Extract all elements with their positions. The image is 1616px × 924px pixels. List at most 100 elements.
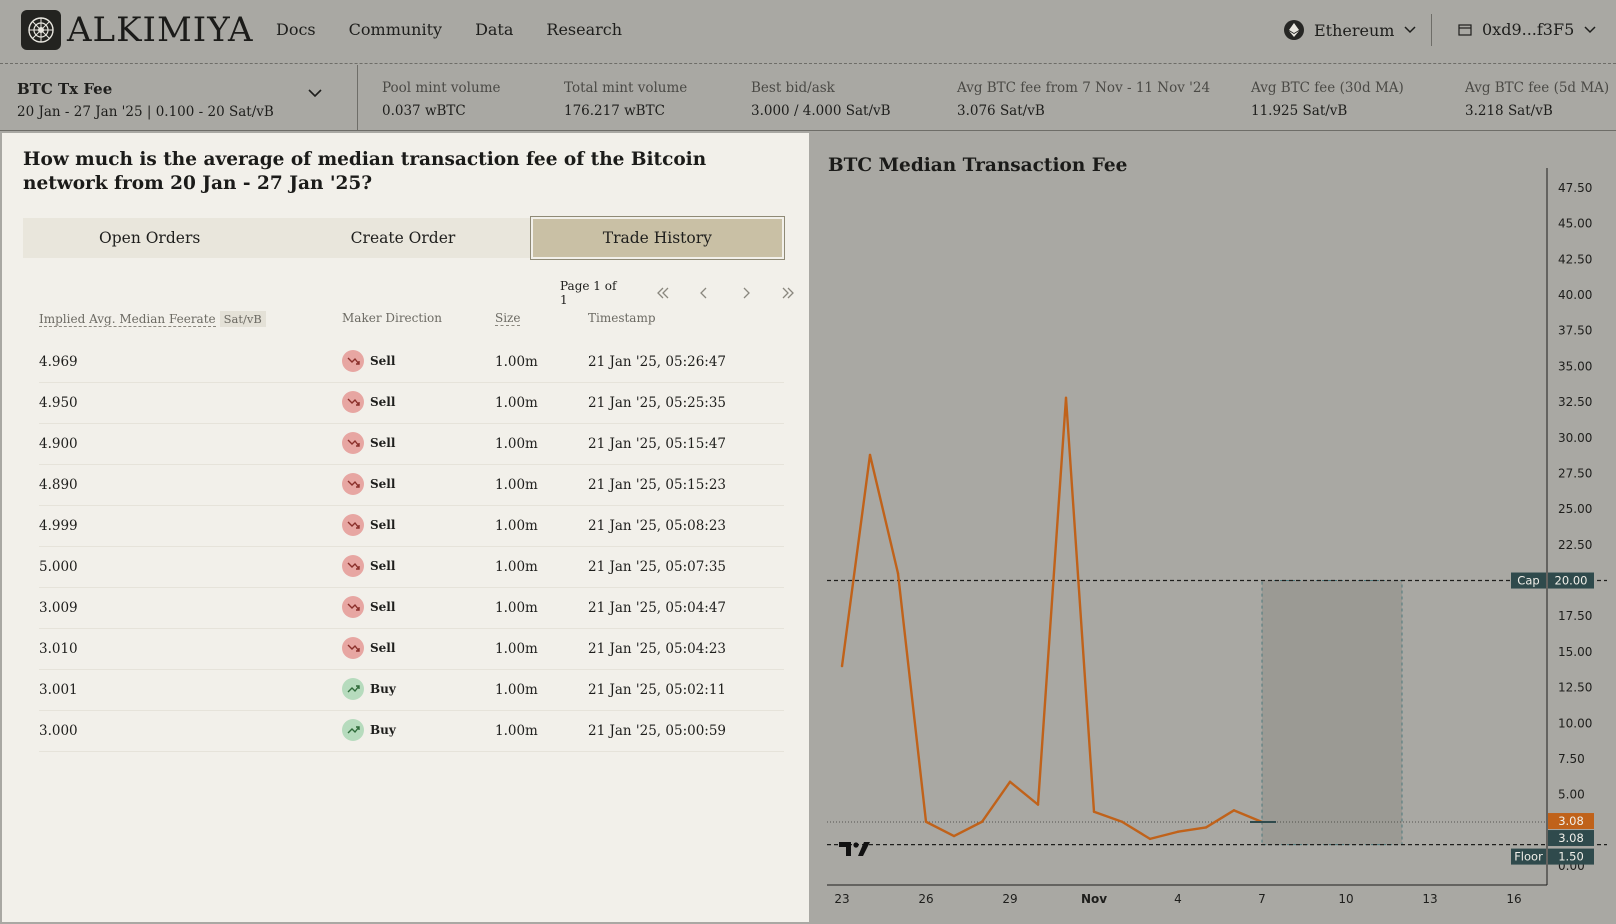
settlement-window (1261, 580, 1403, 846)
cell-direction: Sell (342, 555, 395, 577)
x-tick-label: 4 (1174, 892, 1182, 906)
cell-size: 1.00m (495, 395, 538, 411)
wallet-button[interactable]: 0xd9...f3F5 (1458, 20, 1596, 39)
nav-link-research[interactable]: Research (546, 20, 623, 39)
x-tick-label: 23 (834, 892, 849, 906)
trend-down-icon (342, 637, 364, 659)
table-row: 5.000 Sell 1.00m 21 Jan '25, 05:07:35 (39, 547, 784, 588)
y-tick-label: 45.00 (1558, 217, 1592, 231)
tab-create-order[interactable]: Create Order (350, 229, 456, 247)
header-size[interactable]: Size (495, 311, 521, 326)
table-row: 4.969 Sell 1.00m 21 Jan '25, 05:26:47 (39, 342, 784, 383)
x-tick-label: 16 (1506, 892, 1521, 906)
y-tick-label: 15.00 (1558, 645, 1592, 659)
trend-down-icon (342, 473, 364, 495)
nav-links: Docs Community Data Research (276, 18, 655, 42)
fee-data-point (1008, 780, 1012, 783)
y-tick-label: 12.50 (1558, 681, 1592, 695)
stat-value: 0.037 wBTC (382, 103, 466, 119)
nav-divider (1431, 14, 1432, 46)
stat-label: Pool mint volume (382, 80, 501, 96)
network-selector[interactable]: Ethereum (1284, 20, 1417, 40)
table-row: 3.010 Sell 1.00m 21 Jan '25, 05:04:23 (39, 629, 784, 670)
y-tick-label: 35.00 (1558, 359, 1592, 373)
fee-data-point (896, 572, 900, 575)
direction-label: Sell (370, 641, 396, 655)
y-tick-label: 27.50 (1558, 466, 1592, 480)
last-page-icon[interactable] (767, 283, 809, 303)
nav-link-docs[interactable]: Docs (276, 20, 316, 39)
cell-feerate: 4.950 (39, 395, 78, 411)
y-tick-label: 30.00 (1558, 431, 1592, 445)
cell-feerate: 3.000 (39, 723, 78, 739)
table-row: 3.000 Buy 1.00m 21 Jan '25, 05:00:59 (39, 711, 784, 752)
market-name: BTC Tx Fee (17, 80, 113, 98)
last-price-badge-value: 3.08 (1558, 814, 1584, 828)
brand-logo[interactable]: ALKIMIYA (21, 10, 254, 50)
fee-data-point (1204, 826, 1208, 829)
network-name: Ethereum (1314, 20, 1395, 40)
fee-series-line (840, 396, 1263, 841)
direction-label: Sell (370, 436, 396, 450)
stat-avg-fee-30d: Avg BTC fee (30d MA) 11.925 Sat/vB (1251, 78, 1404, 121)
market-range: 20 Jan - 27 Jan '25 | 0.100 - 20 Sat/vB (17, 104, 274, 120)
direction-label: Sell (370, 354, 396, 368)
stat-avg-fee-window: Avg BTC fee from 7 Nov - 11 Nov '24 3.07… (957, 78, 1210, 121)
header-direction: Maker Direction (342, 311, 442, 325)
fee-data-point (840, 664, 844, 668)
prev-page-icon[interactable] (683, 283, 725, 303)
cell-timestamp: 21 Jan '25, 05:25:35 (588, 395, 727, 411)
table-header: Implied Avg. Median Feerate Sat/vB Maker … (39, 311, 784, 335)
header-feerate-label: Implied Avg. Median Feerate (39, 312, 216, 327)
tab-open-orders[interactable]: Open Orders (99, 229, 201, 247)
cell-size: 1.00m (495, 682, 538, 698)
cell-size: 1.00m (495, 518, 538, 534)
cap-badge-value: 20.00 (1555, 574, 1588, 588)
cell-timestamp: 21 Jan '25, 05:07:35 (588, 559, 727, 575)
x-tick-label: 26 (918, 892, 933, 906)
tradingview-logo-icon[interactable] (839, 842, 870, 856)
y-tick-label: 37.50 (1558, 324, 1592, 338)
cell-timestamp: 21 Jan '25, 05:02:11 (588, 682, 727, 698)
nav-link-data[interactable]: Data (475, 20, 514, 39)
tab-trade-history[interactable]: Trade History (529, 216, 785, 260)
next-page-icon[interactable] (725, 283, 767, 303)
fee-data-point (1064, 396, 1068, 400)
cell-size: 1.00m (495, 354, 538, 370)
cap-badge-bg (1548, 572, 1594, 589)
table-row: 4.950 Sell 1.00m 21 Jan '25, 05:25:35 (39, 383, 784, 424)
y-tick-label: 25.00 (1558, 502, 1592, 516)
market-bar: BTC Tx Fee 20 Jan - 27 Jan '25 | 0.100 -… (0, 65, 1616, 131)
fee-chart[interactable]: 0.005.007.5010.0012.5015.0017.5022.5025.… (811, 133, 1616, 924)
cell-timestamp: 21 Jan '25, 05:26:47 (588, 354, 727, 370)
table-row: 4.999 Sell 1.00m 21 Jan '25, 05:08:23 (39, 506, 784, 547)
trade-panel: How much is the average of median transa… (2, 133, 809, 922)
nav-link-community[interactable]: Community (348, 20, 443, 39)
fee-data-point (1232, 809, 1236, 812)
fee-data-point (952, 834, 956, 838)
fee-data-point (868, 453, 872, 457)
direction-label: Sell (370, 600, 396, 614)
cell-feerate: 3.001 (39, 682, 78, 698)
first-page-icon[interactable] (642, 283, 684, 303)
direction-label: Sell (370, 395, 396, 409)
cell-size: 1.00m (495, 477, 538, 493)
cell-feerate: 4.900 (39, 436, 78, 452)
direction-label: Sell (370, 477, 396, 491)
cell-direction: Buy (342, 678, 396, 700)
market-selector[interactable]: BTC Tx Fee 20 Jan - 27 Jan '25 | 0.100 -… (0, 65, 358, 131)
cell-direction: Sell (342, 473, 395, 495)
order-tabs: Open Orders Create Order Trade History (23, 216, 785, 260)
floor-badge-value: 1.50 (1558, 850, 1584, 864)
stat-value: 176.217 wBTC (564, 103, 665, 119)
x-tick-label: 29 (1002, 892, 1017, 906)
cell-direction: Sell (342, 391, 395, 413)
header-timestamp: Timestamp (588, 311, 656, 325)
stat-avg-fee-5d: Avg BTC fee (5d MA) 3.218 Sat/vB (1465, 78, 1609, 121)
cell-timestamp: 21 Jan '25, 05:08:23 (588, 518, 727, 534)
table-row: 4.890 Sell 1.00m 21 Jan '25, 05:15:23 (39, 465, 784, 506)
header-feerate[interactable]: Implied Avg. Median Feerate Sat/vB (39, 311, 266, 327)
ethereum-icon (1284, 20, 1304, 40)
trend-down-icon (342, 350, 364, 372)
cap-badge-tag: Cap (1517, 574, 1539, 588)
